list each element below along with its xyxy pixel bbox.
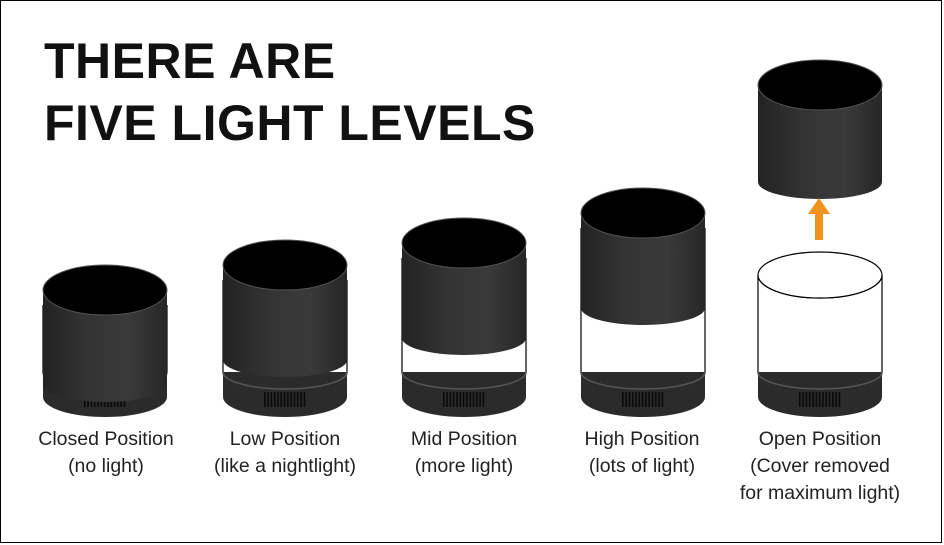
base-rim (401, 371, 527, 390)
caption-open-sub-2: for maximum light) (739, 482, 901, 504)
lamp-low (222, 239, 348, 417)
cover-top (222, 239, 348, 291)
up-arrow-icon (808, 198, 830, 240)
vent-grille (622, 392, 664, 407)
cover-top (580, 187, 706, 239)
caption-open-label: Open Position (758, 428, 882, 450)
title-line-2: FIVE LIGHT LEVELS (44, 95, 536, 151)
caption-closed-sub: (no light) (68, 455, 144, 477)
caption-low-label: Low Position (229, 428, 341, 450)
cover (43, 290, 167, 402)
caption-low: Low Position (like a nightlight) (190, 426, 380, 480)
light-top (757, 251, 883, 299)
cover-top (401, 217, 527, 269)
base-rim (580, 371, 706, 390)
caption-mid: Mid Position (more light) (369, 426, 559, 480)
vent-grille (264, 392, 306, 407)
caption-open-sub-1: (Cover removed (750, 455, 890, 477)
vent-grille (799, 392, 841, 407)
caption-closed-label: Closed Position (38, 428, 174, 450)
lamp-high (580, 187, 706, 417)
base-rim (757, 371, 883, 390)
caption-high-sub: (lots of light) (588, 455, 696, 477)
title-line-1: THERE ARE (44, 33, 336, 89)
caption-open: Open Position (Cover removed for maximum… (725, 426, 915, 507)
caption-high: High Position (lots of light) (547, 426, 737, 480)
caption-high-label: High Position (584, 428, 700, 450)
caption-mid-label: Mid Position (410, 428, 518, 450)
caption-low-sub: (like a nightlight) (214, 455, 356, 477)
removed-cover-top (757, 59, 883, 111)
cover (223, 265, 347, 377)
lamp-mid (401, 217, 527, 417)
vent-grille (443, 392, 485, 407)
caption-closed: Closed Position (no light) (11, 426, 201, 480)
diagram-title: THERE ARE FIVE LIGHT LEVELS (44, 30, 536, 154)
removed-cover (757, 59, 883, 199)
removed-cover-body (758, 85, 882, 199)
base-rim (222, 371, 348, 390)
cover-top (42, 264, 168, 316)
cover (402, 243, 526, 355)
lamp-closed (42, 264, 168, 417)
caption-mid-sub: (more light) (414, 455, 514, 477)
lamp-open (757, 251, 883, 417)
cover (581, 213, 705, 325)
